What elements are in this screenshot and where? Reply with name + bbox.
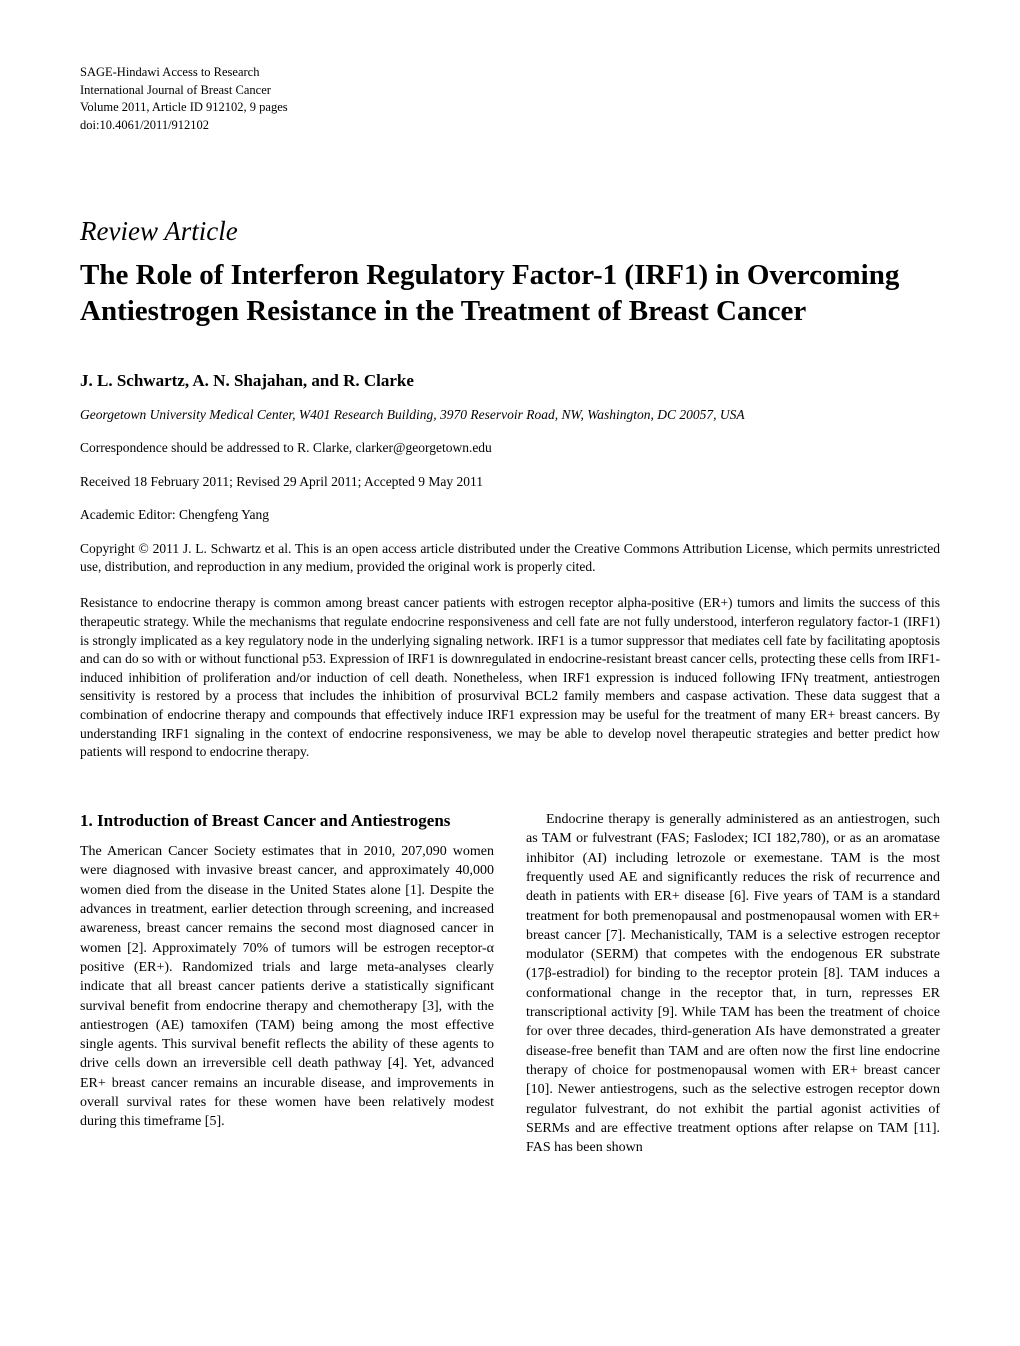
author-list: J. L. Schwartz, A. N. Shajahan, and R. C… [80,370,940,392]
journal-access-line: SAGE-Hindawi Access to Research [80,64,940,82]
correspondence-line: Correspondence should be addressed to R.… [80,439,940,457]
body-columns: 1. Introduction of Breast Cancer and Ant… [80,810,940,1158]
section-1-paragraph-2: Endocrine therapy is generally administe… [526,810,940,1158]
section-1-paragraph-1: The American Cancer Society estimates th… [80,842,494,1132]
column-right: Endocrine therapy is generally administe… [526,810,940,1158]
journal-doi-line: doi:10.4061/2011/912102 [80,117,940,135]
journal-name: International Journal of Breast Cancer [80,82,940,100]
academic-editor: Academic Editor: Chengfeng Yang [80,506,940,524]
abstract-text: Resistance to endocrine therapy is commo… [80,594,940,762]
journal-volume-line: Volume 2011, Article ID 912102, 9 pages [80,99,940,117]
journal-header: SAGE-Hindawi Access to Research Internat… [80,64,940,134]
section-1-heading: 1. Introduction of Breast Cancer and Ant… [80,810,494,832]
copyright-notice: Copyright © 2011 J. L. Schwartz et al. T… [80,540,940,576]
column-left: 1. Introduction of Breast Cancer and Ant… [80,810,494,1158]
article-title: The Role of Interferon Regulatory Factor… [80,257,940,330]
article-type: Review Article [80,214,940,249]
article-dates: Received 18 February 2011; Revised 29 Ap… [80,473,940,491]
affiliation: Georgetown University Medical Center, W4… [80,406,940,424]
